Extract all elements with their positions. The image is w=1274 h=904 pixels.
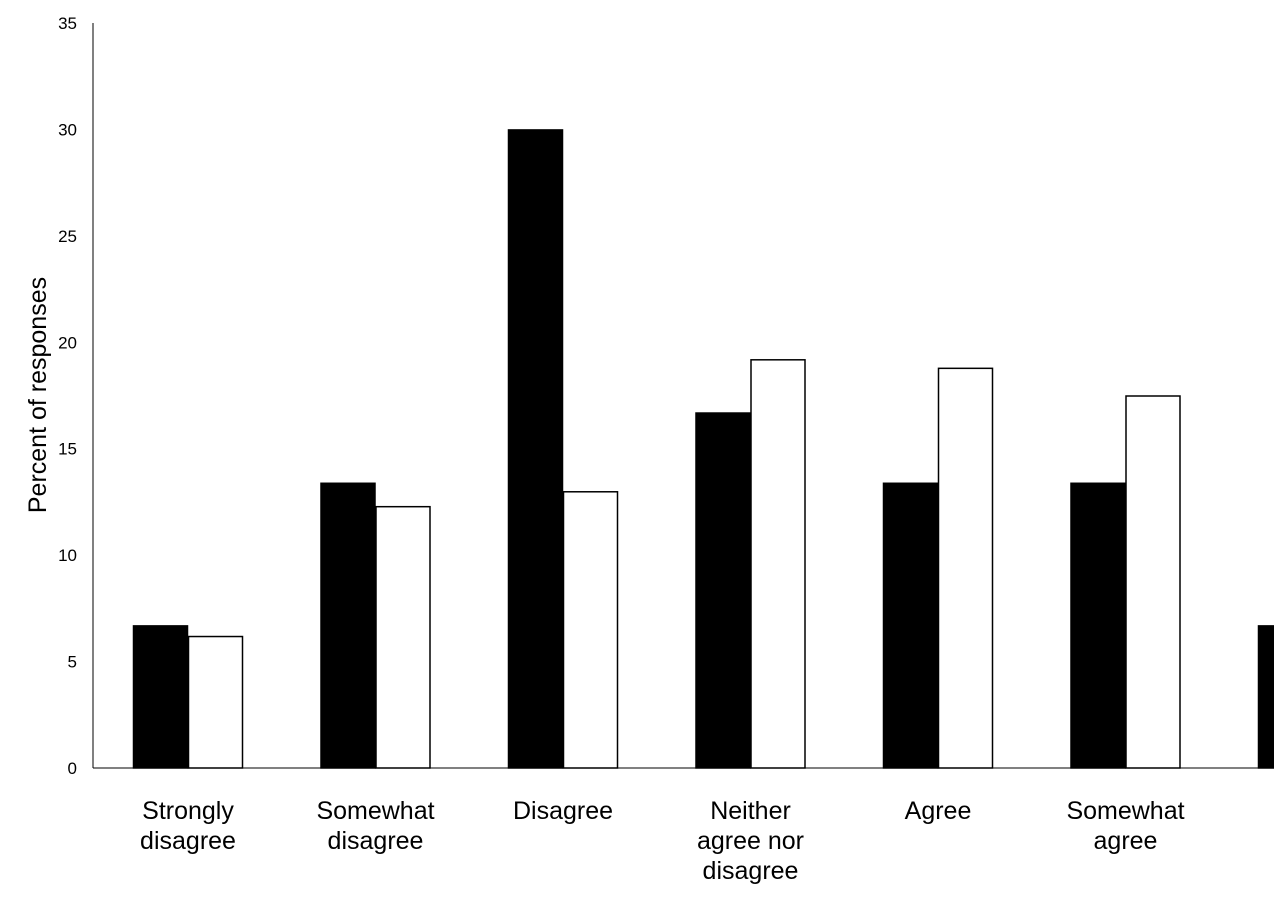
bar [132,625,189,769]
bar [882,482,939,769]
x-category-label: Somewhat disagree [316,797,434,855]
bar [1070,482,1126,769]
bar [375,505,431,769]
bar [1125,395,1181,769]
bar [695,412,751,769]
bar [507,129,564,769]
x-category-label: Somewhat agree [1066,797,1184,855]
y-tick-label: 25 [58,227,77,246]
x-category-label: Neither agree nor disagree [697,797,804,885]
y-tick-label: 10 [58,546,77,565]
bar [320,482,376,769]
y-axis-ticks: 0 5 10 15 20 25 30 35 [58,14,77,778]
y-tick-label: 0 [68,759,77,778]
y-axis-title: Percent of responses [24,277,52,513]
x-axis-category-labels: Strongly disagree Somewhat disagree Disagree… [140,797,1185,885]
bar [937,367,994,769]
y-tick-label: 15 [58,440,77,459]
bar [562,491,619,769]
x-category-label: Disagree [513,797,613,825]
bar [1257,625,1274,769]
bar [750,359,806,769]
y-tick-label: 5 [68,653,77,672]
bar [187,635,244,769]
bar-marks [132,129,1274,769]
y-tick-label: 20 [58,333,77,352]
y-tick-label: 30 [58,120,77,139]
x-category-label: Strongly disagree [140,797,236,855]
x-category-label: Agree [905,797,972,825]
y-tick-label: 35 [58,14,77,33]
